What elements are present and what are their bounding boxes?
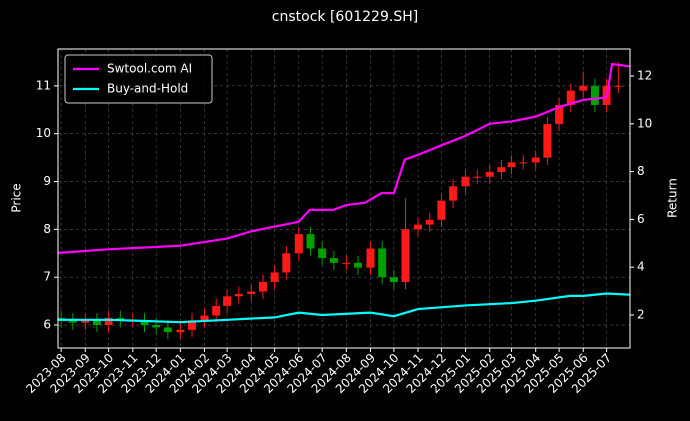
y-tick-label: 9 xyxy=(43,174,51,188)
candle-body xyxy=(449,186,458,201)
candle-body xyxy=(247,291,256,294)
chart-title: cnstock [601229.SH] xyxy=(272,9,418,25)
y2-tick-label: 4 xyxy=(637,260,645,274)
candle-body xyxy=(579,85,588,91)
candle-body xyxy=(68,320,77,323)
y2-tick-label: 8 xyxy=(637,164,645,178)
candle-body xyxy=(92,320,101,326)
candle-body xyxy=(234,293,243,297)
candle-body xyxy=(590,85,599,105)
candle-body xyxy=(531,157,540,163)
y2-tick-label: 10 xyxy=(637,116,652,130)
candle-body xyxy=(81,320,90,323)
candle-body xyxy=(200,315,209,321)
candle-body xyxy=(378,248,387,278)
y2-tick-label: 6 xyxy=(637,212,645,226)
y-tick-label: 11 xyxy=(36,78,51,92)
candle-body xyxy=(461,176,470,187)
y-tick-label: 7 xyxy=(43,270,51,284)
candle-body xyxy=(188,320,197,330)
candle-body xyxy=(425,219,434,225)
candle-body xyxy=(116,317,125,321)
y2-axis-label: Return xyxy=(666,178,680,218)
y-tick-label: 6 xyxy=(43,318,51,332)
candle-body xyxy=(104,317,113,326)
plot-frame xyxy=(57,48,631,349)
candle-body xyxy=(329,258,338,263)
candle-body xyxy=(543,124,552,158)
candle-body xyxy=(223,296,232,306)
candle-body xyxy=(519,162,528,164)
candle-body xyxy=(176,329,185,333)
legend-label: Swtool.com AI xyxy=(107,62,192,76)
candle-body xyxy=(437,200,446,220)
candle-body xyxy=(507,162,516,168)
y2-tick-label: 2 xyxy=(637,308,645,322)
candle-body xyxy=(497,167,506,172)
line-series xyxy=(58,292,631,324)
candle-body xyxy=(152,325,161,328)
candle-body xyxy=(306,234,315,249)
candle-body xyxy=(555,104,564,125)
candle-body xyxy=(614,85,623,87)
candle-body xyxy=(282,253,291,273)
legend-box xyxy=(64,54,213,104)
candle-body xyxy=(163,327,172,333)
candle-body xyxy=(414,224,423,230)
candle-body xyxy=(294,234,303,254)
candle-body xyxy=(318,248,327,259)
line-series xyxy=(57,62,631,254)
candle-body xyxy=(140,320,149,326)
candle-body xyxy=(270,272,279,282)
candle-body xyxy=(389,277,398,282)
candle-body xyxy=(354,262,363,268)
y-axis-label: Price xyxy=(10,183,24,212)
legend-label: Buy-and-Hold xyxy=(107,82,188,96)
candle-body xyxy=(212,305,221,316)
candle-body xyxy=(342,262,351,264)
candle-body xyxy=(485,171,494,177)
candle-body xyxy=(366,248,375,268)
y-tick-label: 10 xyxy=(36,126,51,140)
candle-body xyxy=(258,281,267,292)
candle-body xyxy=(473,176,482,178)
y-tick-label: 8 xyxy=(43,222,51,236)
candle-body xyxy=(566,90,575,105)
candle-body xyxy=(401,229,410,282)
y2-tick-label: 12 xyxy=(637,69,652,83)
